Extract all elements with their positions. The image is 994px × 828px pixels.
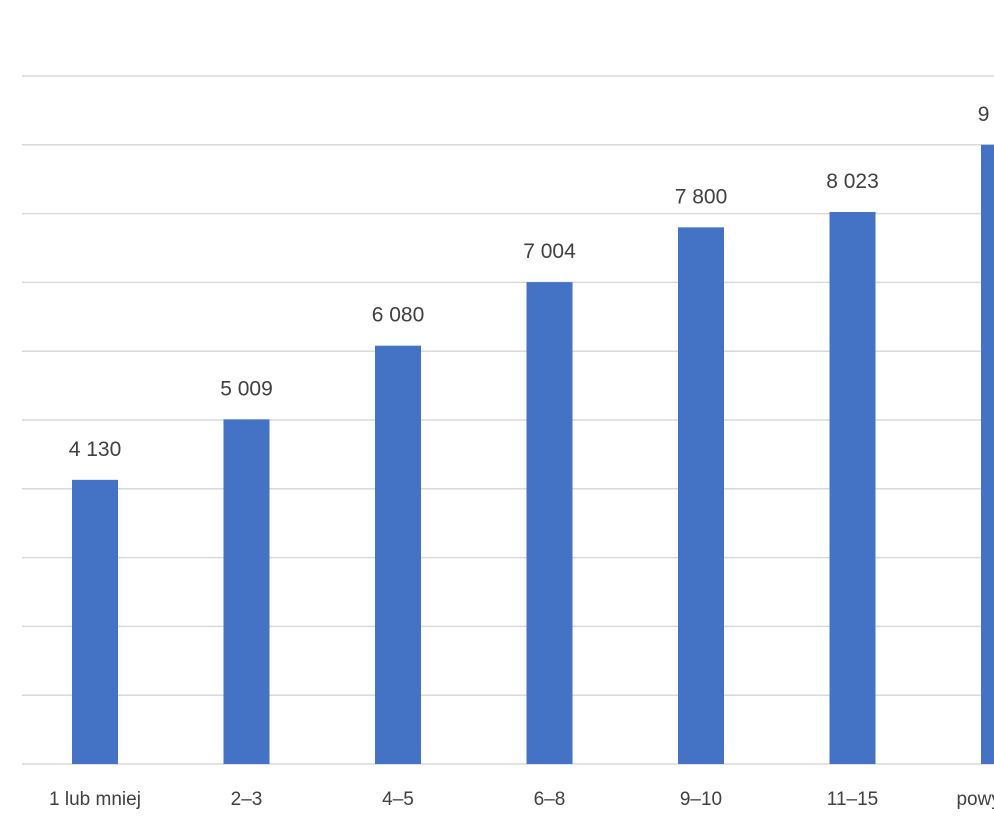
gridlines [22,75,994,765]
x-tick-label-1: 2–3 [231,789,263,810]
data-label-3: 7 004 [523,240,576,263]
x-tick-label-3: 6–8 [534,789,566,810]
x-axis-tick-labels: 1 lub mniej 2–3 4–5 6–8 9–10 11–15 powyżej 15 [49,789,994,810]
bar-6 [981,144,994,765]
data-label-6: 9 000 [978,103,994,126]
x-tick-label-2: 4–5 [382,789,414,810]
x-tick-label-6: powyżej 15 [956,789,994,810]
x-tick-label-5: 11–15 [827,789,878,810]
data-label-5: 8 023 [826,170,879,193]
bar-4 [678,227,724,765]
x-tick-label-4: 9–10 [680,789,722,810]
data-label-4: 7 800 [675,185,728,208]
bar-5 [829,212,876,765]
x-tick-label-0: 1 lub mniej [49,789,141,810]
data-label-2: 6 080 [372,304,425,327]
bar-0 [72,479,118,764]
bar-2 [375,345,421,764]
data-labels: 4 130 5 009 6 080 7 004 7 800 8 023 9 000 [69,103,994,461]
data-label-0: 4 130 [69,438,122,461]
bar-3 [526,282,573,764]
data-label-1: 5 009 [220,377,273,400]
bar-1 [223,419,270,764]
bars [72,144,994,765]
